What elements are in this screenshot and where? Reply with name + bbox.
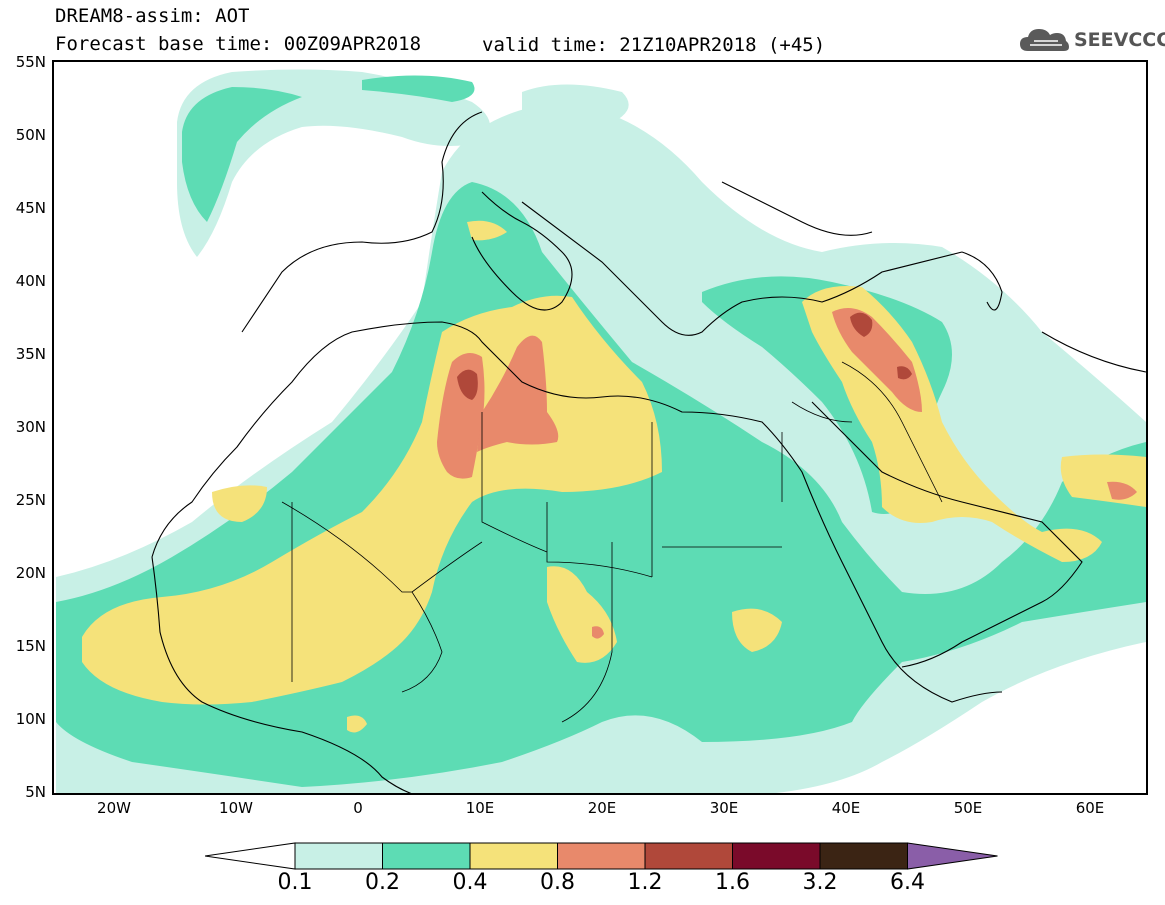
lat-label: 5N [25, 783, 46, 801]
cloud-logo-icon [1020, 29, 1069, 51]
lon-label: 30E [709, 799, 739, 817]
colorbar-label: 1.6 [715, 870, 750, 895]
chart-title: DREAM8-assim: AOT [55, 5, 250, 27]
lon-label: 10E [465, 799, 495, 817]
lat-label: 30N [15, 418, 46, 436]
lon-label: 40E [831, 799, 861, 817]
colorbar-label: 0.8 [540, 870, 575, 895]
lat-label: 25N [15, 491, 46, 509]
lon-label: 0 [353, 799, 363, 817]
colorbar-label: 0.2 [365, 870, 400, 895]
aot-map [56, 69, 1146, 793]
aot-level-1.2 [457, 312, 912, 400]
map-panel [52, 60, 1148, 795]
colorbar-label: 1.2 [627, 870, 663, 895]
colorbar-segment [644, 842, 733, 870]
lat-label: 10N [15, 710, 46, 728]
lon-label: 10W [219, 799, 253, 817]
lat-label: 45N [15, 199, 46, 217]
lon-label: 60E [1075, 799, 1105, 817]
colorbar-segment [819, 842, 908, 870]
logo-text: SEEVCCC [1074, 29, 1165, 51]
coastlines [151, 111, 1146, 793]
colorbar-segment [557, 842, 646, 870]
lat-label: 35N [15, 345, 46, 363]
seevccc-logo: SEEVCCC [1018, 23, 1165, 57]
lat-label: 15N [15, 637, 46, 655]
lon-label: 20E [587, 799, 617, 817]
lat-label: 50N [15, 126, 46, 144]
colorbar-segment [732, 842, 821, 870]
lat-label: 55N [15, 53, 46, 71]
forecast-base-time: Forecast base time: 00Z09APR2018 [55, 33, 422, 55]
colorbar-label: 0.1 [277, 870, 313, 895]
colorbar-low-arrow [205, 842, 296, 870]
lon-label: 20W [97, 799, 131, 817]
lat-label: 20N [15, 564, 46, 582]
valid-time: valid time: 21Z10APR2018 (+45) [482, 34, 826, 56]
lon-label: 50E [953, 799, 983, 817]
borders [281, 361, 943, 723]
colorbar-label: 6.4 [890, 870, 925, 895]
colorbar-segment [294, 842, 383, 870]
colorbar [205, 842, 998, 870]
colorbar-segment [469, 842, 558, 870]
colorbar-label: 3.2 [802, 870, 838, 895]
lat-label: 40N [15, 272, 46, 290]
colorbar-label: 0.4 [452, 870, 488, 895]
colorbar-high-arrow [907, 842, 998, 870]
colorbar-segment [382, 842, 471, 870]
